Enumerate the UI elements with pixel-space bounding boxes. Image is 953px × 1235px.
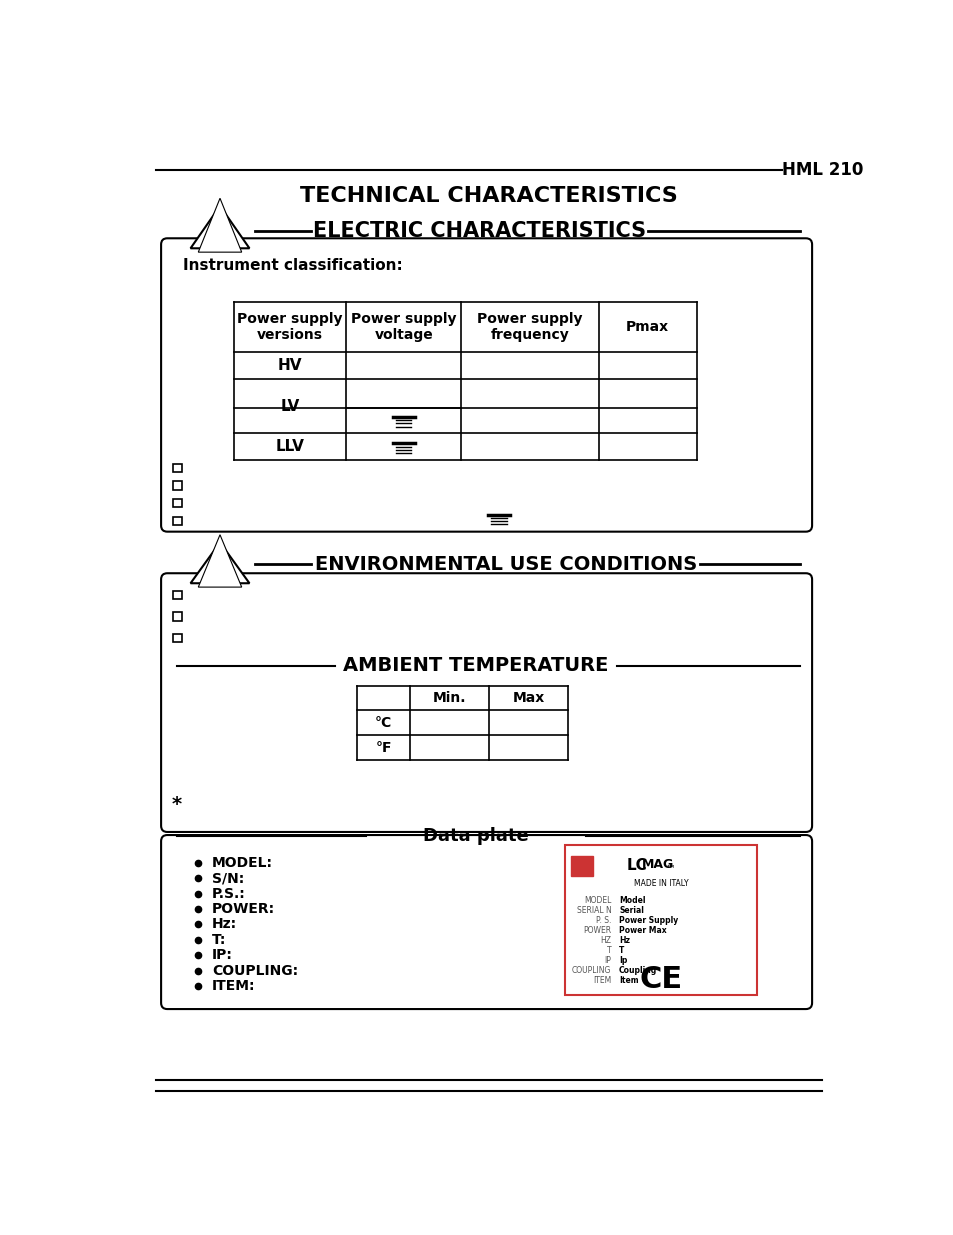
Text: AMBIENT TEMPERATURE: AMBIENT TEMPERATURE (343, 656, 608, 676)
Text: LV: LV (280, 399, 299, 414)
Bar (173, 613, 182, 621)
Polygon shape (198, 199, 241, 252)
Text: ELECTRIC CHARACTERISTICS: ELECTRIC CHARACTERISTICS (313, 221, 645, 241)
Text: ITEM:: ITEM: (212, 979, 255, 993)
Text: Pmax: Pmax (625, 320, 669, 335)
Text: P.S.:: P.S.: (212, 887, 246, 900)
Text: Min.: Min. (433, 690, 466, 705)
Text: COUPLING: COUPLING (572, 966, 611, 976)
Bar (173, 499, 182, 508)
Text: T: T (606, 946, 611, 955)
Text: MAG: MAG (641, 858, 673, 871)
Text: ENVIRONMENTAL USE CONDITIONS: ENVIRONMENTAL USE CONDITIONS (314, 555, 697, 573)
Text: Power Max: Power Max (618, 926, 666, 935)
Text: Instrument classification:: Instrument classification: (183, 258, 402, 273)
Text: ITEM: ITEM (593, 976, 611, 986)
Polygon shape (191, 206, 249, 248)
Bar (173, 634, 182, 642)
Polygon shape (198, 535, 241, 587)
Bar (173, 516, 182, 525)
Text: POWER: POWER (582, 926, 611, 935)
Text: Hz: Hz (618, 936, 630, 945)
Text: HZ: HZ (599, 936, 611, 945)
Text: E: E (215, 227, 224, 241)
Text: °F: °F (375, 741, 392, 755)
Text: S/N:: S/N: (212, 871, 244, 885)
Text: Serial: Serial (618, 906, 643, 915)
Text: CE: CE (639, 966, 681, 994)
Polygon shape (191, 542, 249, 583)
FancyBboxPatch shape (161, 573, 811, 832)
Text: Power Supply: Power Supply (618, 916, 678, 925)
Text: Power supply
frequency: Power supply frequency (476, 312, 582, 342)
Text: *: * (172, 795, 182, 814)
Text: POWER:: POWER: (212, 902, 275, 916)
Text: Power supply
voltage: Power supply voltage (351, 312, 456, 342)
Text: HV: HV (277, 358, 302, 373)
Bar (173, 463, 182, 472)
Text: TECHNICAL CHARACTERISTICS: TECHNICAL CHARACTERISTICS (300, 186, 677, 206)
Bar (571, 856, 592, 876)
Text: Hz:: Hz: (212, 918, 237, 931)
FancyBboxPatch shape (161, 835, 811, 1009)
Text: SERIAL N: SERIAL N (576, 906, 611, 915)
FancyBboxPatch shape (161, 238, 811, 531)
Text: HML 210: HML 210 (781, 161, 862, 179)
Text: COUPLING:: COUPLING: (212, 963, 298, 978)
Bar (173, 590, 182, 599)
Text: Ip: Ip (618, 956, 627, 965)
Bar (173, 482, 182, 490)
Text: P. S.: P. S. (596, 916, 611, 925)
Text: IP: IP (604, 956, 611, 965)
Text: Coupling: Coupling (618, 966, 657, 976)
Text: LLV: LLV (275, 440, 304, 454)
Text: LC: LC (626, 858, 647, 873)
Text: MODEL: MODEL (583, 895, 611, 905)
FancyBboxPatch shape (564, 845, 757, 995)
Text: !: ! (216, 562, 223, 577)
Text: Power supply
versions: Power supply versions (237, 312, 342, 342)
Text: ™: ™ (665, 863, 675, 873)
Text: T: T (618, 946, 624, 955)
Text: Data plate: Data plate (422, 826, 528, 845)
Text: Item: Item (618, 976, 639, 986)
Text: Max: Max (512, 690, 544, 705)
Text: MADE IN ITALY: MADE IN ITALY (633, 879, 687, 888)
Text: MODEL:: MODEL: (212, 856, 273, 869)
Text: °C: °C (375, 715, 392, 730)
Text: LC: LC (574, 861, 589, 871)
Text: T:: T: (212, 932, 227, 947)
Text: Model: Model (618, 895, 645, 905)
Text: IP:: IP: (212, 948, 233, 962)
